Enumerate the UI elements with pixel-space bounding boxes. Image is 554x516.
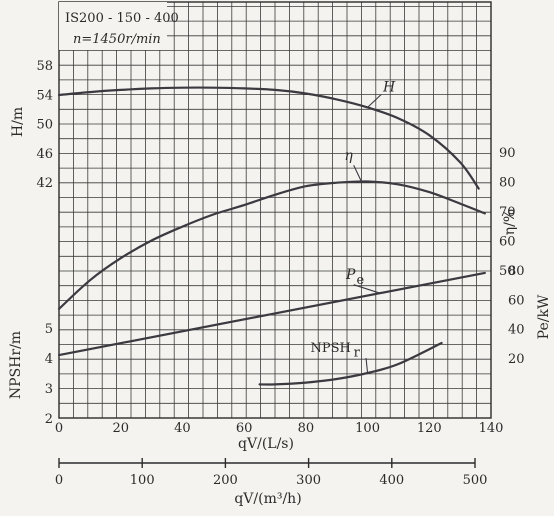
secondary-x-tick-label: 0	[55, 473, 63, 488]
npshr-tick-label: 4	[45, 352, 53, 367]
eta-tick-label: 60	[499, 235, 516, 250]
pe-axis-title: Pe/kW	[536, 294, 552, 339]
x-tick-label: 60	[236, 421, 253, 436]
pe-curve-label: P	[345, 267, 356, 283]
h-curve-label: H	[382, 79, 396, 95]
x-tick-label: 20	[112, 421, 129, 436]
secondary-x-tick-label: 500	[463, 473, 488, 488]
x-tick-label: 40	[174, 421, 191, 436]
npshr-curve-label-subscript: r	[354, 346, 361, 361]
grid	[58, 1, 492, 419]
secondary-x-tick-label: 100	[130, 473, 155, 488]
x-axis-title: qV/(L/s)	[238, 436, 294, 452]
h-curve	[57, 86, 480, 190]
tick-labels: 42 46 50 54 58 2 3 4 5 50 60 70 80 90 20 40 60 80 0 20 40 60 8…	[36, 59, 524, 488]
eta-tick-label: 80	[499, 176, 516, 191]
label-leader-line	[365, 357, 369, 374]
eta-curve-label: η	[344, 148, 353, 164]
npshr-tick-label: 5	[45, 322, 53, 337]
power-curve	[57, 271, 486, 357]
npshr-curve	[258, 341, 443, 386]
x-tick-label: 0	[55, 421, 63, 436]
h-tick-label: 54	[36, 88, 53, 103]
npshr-axis-title: NPSHr/m	[8, 331, 24, 399]
info-box-model: IS200 - 150 - 400	[65, 11, 179, 26]
curve-labels: Hη P e NPSH r	[310, 79, 396, 374]
h-tick-label: 46	[36, 147, 53, 162]
label-leader-line	[353, 165, 362, 182]
info-box	[59, 2, 167, 50]
x-tick-label: 100	[355, 421, 380, 436]
pe-tick-label: 80	[508, 264, 525, 279]
pe-tick-label: 20	[508, 352, 525, 367]
label-leader-line	[353, 284, 381, 294]
plot-frame	[58, 1, 492, 419]
eta-tick-label: 90	[499, 146, 516, 161]
performance-curves	[57, 86, 486, 386]
info-box-speed: n=1450r/min	[73, 32, 161, 47]
eta-tick-label: 70	[499, 205, 516, 220]
x-tick-label: 120	[417, 421, 442, 436]
pe-tick-label: 40	[508, 323, 525, 338]
efficiency-curve	[57, 180, 486, 310]
secondary-x-tick-label: 300	[296, 473, 321, 488]
label-leader-line	[367, 93, 382, 108]
h-axis-title: H/m	[10, 107, 26, 137]
secondary-x-tick-label: 400	[379, 473, 404, 488]
secondary-x-tick-label: 200	[213, 473, 238, 488]
npshr-tick-label: 2	[45, 412, 53, 427]
pe-curve-label-subscript: e	[356, 273, 364, 288]
x-tick-label: 80	[298, 421, 315, 436]
eta-axis-title: η/%	[502, 209, 518, 235]
h-tick-label: 58	[36, 59, 53, 74]
x-tick-label: 140	[479, 421, 504, 436]
npshr-tick-label: 3	[45, 382, 53, 397]
h-tick-label: 42	[36, 176, 53, 191]
eta-tick-label: 50	[499, 264, 516, 279]
npshr-curve-label: NPSH	[310, 341, 350, 356]
h-tick-label: 50	[36, 118, 53, 133]
x-axis-secondary-title: qV/(m³/h)	[234, 491, 301, 507]
pe-tick-label: 60	[508, 293, 525, 308]
